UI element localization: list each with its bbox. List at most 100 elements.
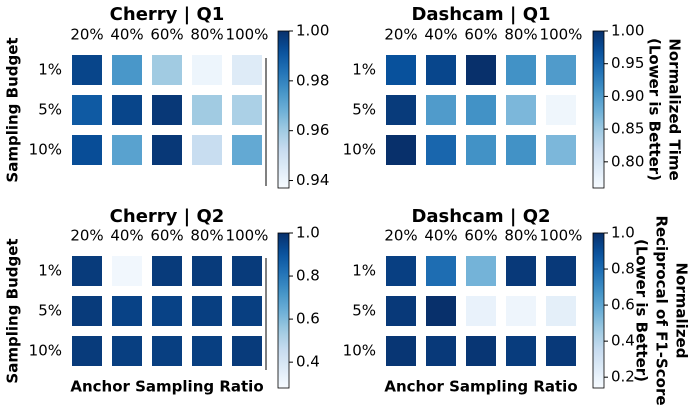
colorbar-tick-label: 0.96	[296, 121, 329, 139]
heatmap-cell	[466, 296, 496, 326]
panel-title: Dashcam | Q2	[411, 206, 550, 227]
colorbar-tick-label: 0.98	[296, 71, 329, 89]
panel-title: Cherry | Q2	[110, 206, 225, 227]
x-tick-label: 100%	[540, 26, 583, 44]
colorbar-tick-label: 0.80	[611, 152, 644, 170]
y-tick-label: 10%	[343, 342, 376, 360]
x-tick-label: 40%	[424, 227, 457, 245]
x-tick-label: 80%	[190, 26, 223, 44]
colorbar	[277, 30, 290, 189]
panel-title: Dashcam | Q1	[411, 4, 550, 25]
colorbar-tick-label: 1.0	[611, 224, 635, 242]
x-tick-label: 20%	[384, 26, 417, 44]
heatmap-cell	[426, 95, 456, 125]
y-tick-label: 10%	[29, 342, 62, 360]
colorbar	[592, 30, 605, 189]
colorbar-tick-label: 0.4	[611, 332, 635, 350]
heatmap-cell	[192, 296, 222, 326]
heatmap-cell	[152, 336, 182, 366]
heatmap-cell	[152, 55, 182, 85]
heatmap-cell	[232, 55, 262, 85]
x-axis-label: Anchor Sampling Ratio	[70, 378, 263, 396]
colorbar-tick-label: 0.6	[296, 310, 320, 328]
heatmap-cell	[506, 55, 536, 85]
heatmap-cell	[152, 95, 182, 125]
colorbar-tick-label: 1.0	[296, 224, 320, 242]
heatmap-cell	[386, 55, 416, 85]
colorbar-tick-label: 0.85	[611, 120, 644, 138]
heatmap-cell	[426, 336, 456, 366]
x-tick-label: 60%	[464, 227, 497, 245]
y-tick-label: 5%	[38, 101, 62, 119]
heatmap-cell	[152, 135, 182, 165]
y-tick-label: 1%	[38, 61, 62, 79]
heatmap-cell	[546, 336, 576, 366]
heatmap-cell	[112, 95, 142, 125]
colorbar-label: Normalized	[673, 263, 691, 359]
x-tick-label: 100%	[540, 227, 583, 245]
x-tick-label: 40%	[110, 26, 143, 44]
heatmap-cell	[426, 55, 456, 85]
colorbar-tick-label: 1.00	[296, 22, 329, 40]
heatmap-cell	[112, 296, 142, 326]
heatmap-cell	[72, 135, 102, 165]
heatmap-cell	[232, 135, 262, 165]
heatmap-cell	[546, 296, 576, 326]
y-tick-label: 10%	[343, 141, 376, 159]
heatmap-cell	[232, 296, 262, 326]
colorbar-tick-label: 1.00	[611, 22, 644, 40]
heatmap-cell	[506, 95, 536, 125]
x-tick-label: 40%	[424, 26, 457, 44]
colorbar-tick-label: 0.8	[296, 267, 320, 285]
colorbar-tick-label: 0.6	[611, 296, 635, 314]
x-axis-label: Anchor Sampling Ratio	[384, 378, 577, 396]
heatmap-cell	[192, 135, 222, 165]
colorbar	[277, 232, 290, 389]
x-tick-label: 40%	[110, 227, 143, 245]
y-tick-label: 1%	[352, 61, 376, 79]
heatmap-cell	[506, 256, 536, 286]
heatmap-cell	[506, 296, 536, 326]
heatmap-cell	[466, 95, 496, 125]
heatmap-cell	[466, 55, 496, 85]
colorbar-tick-label: 0.90	[611, 87, 644, 105]
heatmap-cell	[386, 135, 416, 165]
heatmap-cell	[232, 256, 262, 286]
y-tick-label: 5%	[352, 302, 376, 320]
heatmap-cell	[72, 55, 102, 85]
y-tick-label: 1%	[352, 262, 376, 280]
heatmap-cell	[546, 95, 576, 125]
heatmap-cell	[546, 135, 576, 165]
heatmap-cell	[506, 135, 536, 165]
panel-title: Cherry | Q1	[110, 4, 225, 25]
colorbar-label: Reciprocal of F1-Score	[653, 215, 671, 405]
heatmap-cell	[386, 336, 416, 366]
colorbar-tick-label: 0.8	[611, 260, 635, 278]
y-tick-label: 5%	[38, 302, 62, 320]
heatmap-cell	[232, 95, 262, 125]
heatmap-cell	[466, 135, 496, 165]
heatmap-cell	[192, 55, 222, 85]
colorbar-label: (Lower is Better)	[633, 239, 651, 382]
x-tick-label: 60%	[150, 227, 183, 245]
y-tick-label: 5%	[352, 101, 376, 119]
x-tick-label: 100%	[226, 227, 269, 245]
y-axis-label: Sampling Budget	[4, 238, 22, 383]
heatmap-cell	[152, 296, 182, 326]
heatmap-cell	[112, 336, 142, 366]
colorbar-tick-label: 0.4	[296, 353, 320, 371]
heatmap-cell	[112, 135, 142, 165]
x-tick-label: 20%	[70, 26, 103, 44]
x-tick-label: 100%	[226, 26, 269, 44]
heatmap-cell	[546, 256, 576, 286]
heatmap-cell	[72, 95, 102, 125]
heatmap-cell	[152, 256, 182, 286]
heatmap-cell	[426, 256, 456, 286]
heatmap-cell	[112, 256, 142, 286]
colorbar	[592, 232, 605, 389]
x-tick-label: 20%	[384, 227, 417, 245]
colorbar-tick-label: 0.94	[296, 171, 329, 189]
heatmap-cell	[466, 256, 496, 286]
x-tick-label: 80%	[504, 227, 537, 245]
